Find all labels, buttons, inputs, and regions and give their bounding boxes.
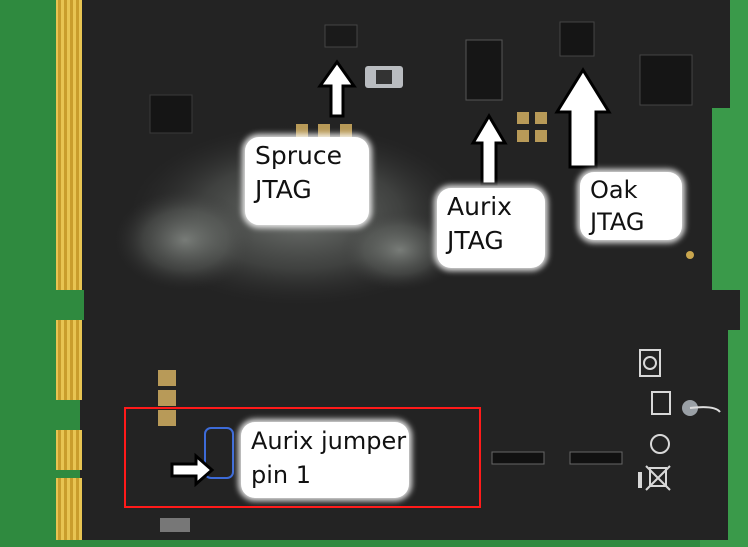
edge-connector-top: [56, 0, 82, 290]
jumper-highlight-box: [124, 407, 481, 508]
hf-mark: [651, 391, 671, 415]
spruce-line-2: JTAG: [255, 175, 312, 204]
aurix-line-1: Aurix: [447, 192, 512, 221]
cert-mark: [650, 434, 670, 454]
jumper-line-1: Aurix jumper: [251, 427, 407, 455]
edge-connector-mid: [56, 320, 82, 400]
aurix-line-2: JTAG: [447, 226, 504, 255]
aurix-arrow: [470, 113, 508, 186]
oak-arrow: [554, 67, 612, 169]
spruce-jtag-callout: Spruce JTAG: [245, 137, 369, 225]
jumper-arrow: [170, 452, 215, 488]
components: [149, 21, 721, 532]
oak-jtag-callout: Oak JTAG: [580, 172, 682, 240]
spruce-line-1: Spruce: [255, 141, 342, 170]
edge-connector-bottom: [56, 478, 82, 540]
oak-line-1: Oak: [590, 176, 638, 204]
jumper-line-2: pin 1: [251, 461, 312, 489]
oak-line-2: JTAG: [590, 208, 645, 236]
aurix-jtag-callout: Aurix JTAG: [437, 188, 545, 268]
spruce-arrow: [317, 59, 357, 118]
edge-connector-low: [56, 430, 82, 470]
weee-mark: [645, 465, 671, 491]
aurix-jumper-callout: Aurix jumper pin 1: [241, 422, 409, 498]
nvidia-logo: [639, 349, 661, 377]
